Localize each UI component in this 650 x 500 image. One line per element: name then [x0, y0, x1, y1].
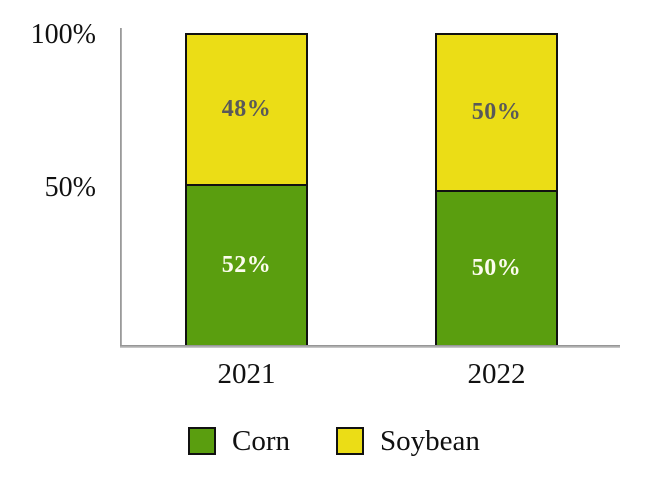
bar-2021-corn-label: 52% — [221, 252, 272, 278]
x-tick-label-2022: 2022 — [467, 358, 526, 390]
corn-swatch-icon — [188, 427, 216, 455]
bar-2021-soybean-segment: 48% — [185, 33, 308, 186]
bar-2022-corn-label: 50% — [471, 255, 522, 281]
y-axis-line — [120, 28, 122, 345]
x-axis-line — [120, 345, 620, 348]
bar-2022-soybean-segment: 50% — [435, 33, 558, 192]
bar-2021-corn-segment: 52% — [185, 184, 308, 345]
y-tick-label-50: 50% — [44, 172, 96, 203]
legend-label-soybean: Soybean — [380, 424, 480, 457]
legend-item-soybean: Soybean — [336, 425, 480, 458]
legend-label-corn: Corn — [232, 424, 290, 457]
x-tick-label-2021: 2021 — [217, 358, 276, 390]
soybean-swatch-icon — [336, 427, 364, 455]
y-tick-label-100: 100% — [30, 19, 96, 50]
bar-2021-soybean-label: 48% — [221, 96, 272, 122]
bar-2022-corn-segment: 50% — [435, 190, 558, 345]
bar-2022-soybean-label: 50% — [471, 99, 522, 125]
legend: Corn Soybean — [188, 424, 480, 458]
legend-item-corn: Corn — [188, 425, 290, 458]
